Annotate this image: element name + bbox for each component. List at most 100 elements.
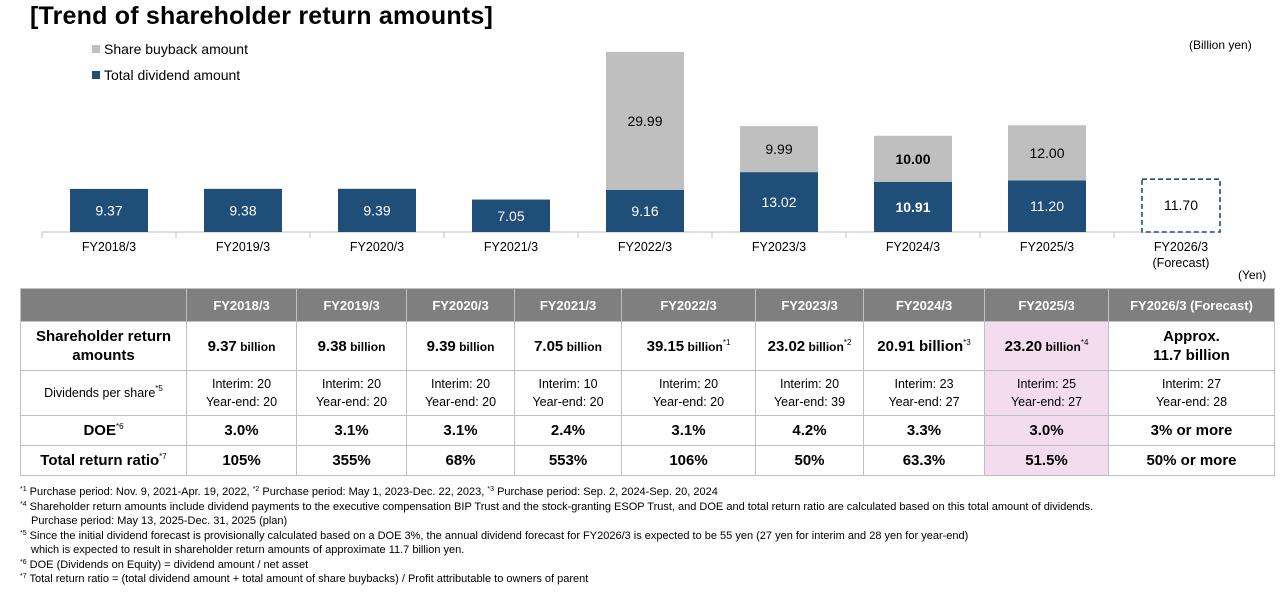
doe-cell: 4.2% <box>755 415 864 446</box>
dividend-cell: Interim: 20 Year-end: 20 <box>186 370 297 416</box>
bar-dividend <box>338 188 416 232</box>
bar-label-dividend: 10.91 <box>895 199 930 215</box>
bar-buyback <box>874 135 952 182</box>
bar-dividend <box>606 189 684 232</box>
bar-dividend <box>204 188 282 232</box>
x-tick-sublabel: (Forecast) <box>1153 256 1210 270</box>
dividend-yearend: Year-end: 20 <box>205 395 278 409</box>
table-header-cell: FY2022/3 <box>621 288 756 322</box>
bar-label-dividend: 11.20 <box>1030 198 1064 214</box>
legend-swatch-buyback <box>92 45 100 53</box>
x-tick-label: FY2020/3 <box>350 240 404 254</box>
bar-dividend <box>70 188 148 232</box>
footnote-marker: *6 <box>20 558 27 566</box>
table-header-cell <box>20 288 187 322</box>
footnote-text: Since the initial dividend forecast is p… <box>26 529 969 542</box>
footnote-text: DOE (Dividends on Equity) = dividend amo… <box>26 558 309 571</box>
row-label-dividends: Dividends per share*5 <box>20 370 187 416</box>
amount-cell: 7.05 billion <box>514 321 622 371</box>
amount-value: 20.91 billion <box>877 337 964 355</box>
row-doe: DOE*6 3.0% 3.1% 3.1% 2.4% 3.1% 4.2% 3.3% 3.0% 3% … <box>20 415 1275 446</box>
footnote-ref: *6 <box>115 422 124 431</box>
table-header-cell: FY2021/3 <box>514 288 622 322</box>
legend-item-dividend: Total dividend amount <box>92 67 240 83</box>
dividend-interim: Interim: 20 <box>430 377 491 391</box>
amount-unit: billion <box>455 339 495 354</box>
row-dividends-per-share: Dividends per share*5 Interim: 20 Year-end… <box>20 370 1275 416</box>
footnote-ref: *2 <box>843 337 852 347</box>
footnote-marker: *4 <box>20 500 27 508</box>
chart-unit-label: (Billion yen) <box>1189 38 1252 52</box>
bar-dividend <box>472 199 550 232</box>
dividend-yearend: Year-end: 27 <box>888 395 960 409</box>
bar-buyback <box>606 51 684 190</box>
x-tick-label: FY2025/3 <box>1020 240 1074 254</box>
amount-unit: billion <box>684 339 723 354</box>
footnote-text: Shareholder return amounts include divid… <box>26 500 1094 513</box>
table-header-cell: FY2020/3 <box>406 288 515 322</box>
dividend-interim: Interim: 23 <box>894 377 954 391</box>
footnote-ref: *5 <box>155 384 163 393</box>
bar-dividend <box>874 181 952 232</box>
dividend-interim: Interim: 25 <box>1016 377 1077 391</box>
legend-item-buyback: Share buyback amount <box>92 41 248 57</box>
bar-label-dividend: 11.70 <box>1164 197 1198 213</box>
trr-cell: 51.5% <box>984 445 1109 476</box>
footnote-text: Purchase period: Nov. 9, 2021-Apr. 19, 2… <box>26 486 253 498</box>
footnote-ref: *1 <box>722 337 731 347</box>
amount-unit: billion <box>805 339 844 354</box>
doe-cell: 3% or more <box>1108 415 1275 446</box>
trr-cell: 63.3% <box>863 445 985 476</box>
footnote-text: which is expected to result in sharehold… <box>31 544 465 556</box>
x-tick-label: FY2026/3 <box>1154 240 1208 254</box>
trr-cell: 105% <box>186 445 297 476</box>
table-header-cell: FY2024/3 <box>863 288 985 322</box>
shareholder-return-table: FY2018/3 FY2019/3 FY2020/3 FY2021/3 FY2022/3… <box>20 288 1275 476</box>
row-label-text: Total return ratio <box>40 452 160 469</box>
forecast-line2: 11.7 billion <box>1153 347 1230 364</box>
dividend-yearend: Year-end: 28 <box>1155 395 1228 409</box>
amount-value: 9.38 <box>317 337 347 355</box>
amount-cell: 20.91 billion*3 <box>863 321 985 371</box>
footnote-text: Purchase period: May 13, 2025-Dec. 31, 2… <box>31 515 288 527</box>
amount-value: 9.37 <box>207 337 237 355</box>
footnote-ref: *4 <box>1080 337 1089 347</box>
doe-cell: 3.1% <box>406 415 515 446</box>
bar-label-buyback: 10.00 <box>895 151 930 167</box>
legend-label-dividend: Total dividend amount <box>104 67 241 83</box>
x-tick-label: FY2018/3 <box>82 240 136 254</box>
table-header-cell: FY2026/3 (Forecast) <box>1108 288 1275 322</box>
bar-label-buyback: 9.99 <box>765 141 792 157</box>
forecast-line1: Approx. <box>1163 328 1220 345</box>
doe-cell: 3.0% <box>186 415 297 446</box>
amount-value: 23.02 <box>767 337 806 355</box>
stacked-bar-chart: 9.37 FY2018/3 9.38 FY2019/3 9.39 FY2020/3 7.05… <box>41 51 1221 270</box>
table-unit-label: (Yen) <box>1238 268 1267 282</box>
table-header-cell: FY2018/3 <box>186 288 297 322</box>
doe-cell: 3.3% <box>863 415 985 446</box>
amount-cell: 9.38 billion <box>296 321 407 371</box>
bar-buyback <box>1008 125 1086 181</box>
footnote-line: *5 Since the initial dividend forecast i… <box>20 529 1093 544</box>
dividend-cell: Interim: 23 Year-end: 27 <box>863 370 985 416</box>
footnote-marker: *2 <box>252 486 260 493</box>
bar-label-dividend: 7.05 <box>497 208 524 224</box>
dividend-cell: Interim: 20 Year-end: 20 <box>406 370 515 416</box>
amount-cell: 23.02 billion*2 <box>755 321 864 371</box>
amount-value: 9.39 <box>426 337 456 355</box>
amount-forecast-cell: Approx. 11.7 billion <box>1108 321 1275 371</box>
footnote-line: *6 DOE (Dividends on Equity) = dividend … <box>20 558 1093 573</box>
bar-buyback <box>740 126 818 173</box>
x-tick-label: FY2019/3 <box>216 240 270 254</box>
amount-cell: 39.15 billion*1 <box>621 321 756 371</box>
amount-unit: billion <box>236 339 276 354</box>
x-tick-label: FY2022/3 <box>618 240 672 254</box>
table-header-cell: FY2023/3 <box>755 288 864 322</box>
amount-value: 7.05 <box>534 337 564 355</box>
row-label-text: DOE <box>83 422 116 439</box>
dividend-yearend: Year-end: 20 <box>424 395 497 409</box>
bar-dividend-forecast <box>1141 178 1221 233</box>
dividend-interim: Interim: 20 <box>321 377 382 391</box>
footnote-ref: *7 <box>159 452 167 461</box>
trr-cell: 68% <box>406 445 515 476</box>
